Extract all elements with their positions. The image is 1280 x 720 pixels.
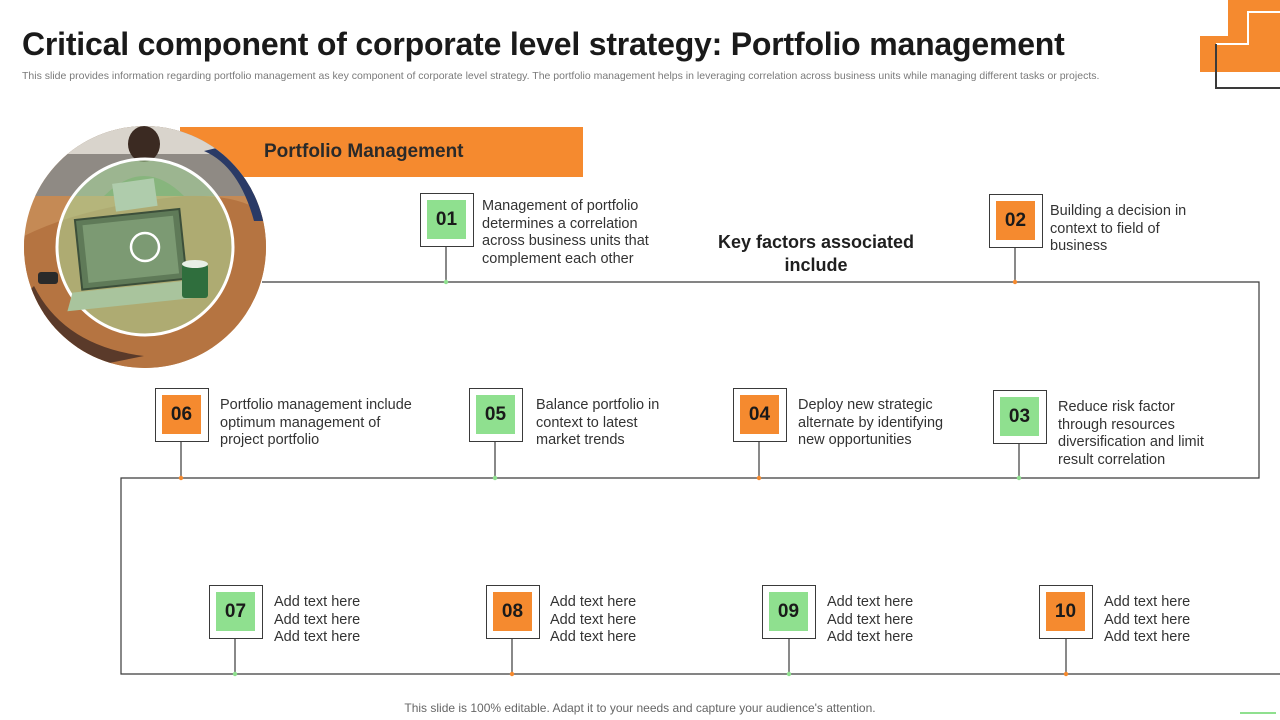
step-02-number: 02 [996,201,1035,240]
step-07-badge: 07 [209,585,263,639]
step-04-badge: 04 [733,388,787,442]
step-10-number: 10 [1046,592,1085,631]
step-09-number: 09 [769,592,808,631]
step-02-text: Building a decision in context to field … [1050,203,1187,254]
step-07-number: 07 [216,592,255,631]
step-05-text: Balance portfolio in context to latest m… [536,397,660,448]
corner-decoration-icon [1200,0,1280,89]
step-04-text: Deploy new strategic alternate by identi… [798,397,944,448]
portfolio-banner [180,127,583,177]
step-10-badge: 10 [1039,585,1093,639]
step-01-number: 01 [427,200,466,239]
step-09-text: Add text here Add text here Add text her… [827,594,914,645]
step-01-text: Management of portfolio determines a cor… [482,198,649,267]
step-05-badge: 05 [469,388,523,442]
step-02-badge: 02 [989,194,1043,248]
meeting-illustration-icon [24,126,266,368]
step-05-number: 05 [476,395,515,434]
slide-footer-note: This slide is 100% editable. Adapt it to… [404,701,876,715]
step-08-number: 08 [493,592,532,631]
step-06-text: Portfolio management include optimum man… [220,397,412,448]
step-03-number: 03 [1000,397,1039,436]
portfolio-banner-label: Portfolio Management [264,141,464,162]
step-03-badge: 03 [993,390,1047,444]
step-10-text: Add text here Add text here Add text her… [1104,594,1191,645]
step-08-badge: 08 [486,585,540,639]
step-06-number: 06 [162,395,201,434]
step-06-badge: 06 [155,388,209,442]
key-factors-heading: Key factors associated include [717,232,915,275]
step-03-text: Reduce risk factor through resources div… [1058,399,1204,468]
meeting-laptop-photo [24,126,266,368]
step-01-badge: 01 [420,193,474,247]
corner-green-accent [1240,712,1276,714]
slide-subtitle: This slide provides information regardin… [22,70,1100,82]
step-08-text: Add text here Add text here Add text her… [550,594,637,645]
slide-title: Critical component of corporate level st… [22,26,1065,62]
step-07-text: Add text here Add text here Add text her… [274,594,361,645]
step-09-badge: 09 [762,585,816,639]
step-04-number: 04 [740,395,779,434]
